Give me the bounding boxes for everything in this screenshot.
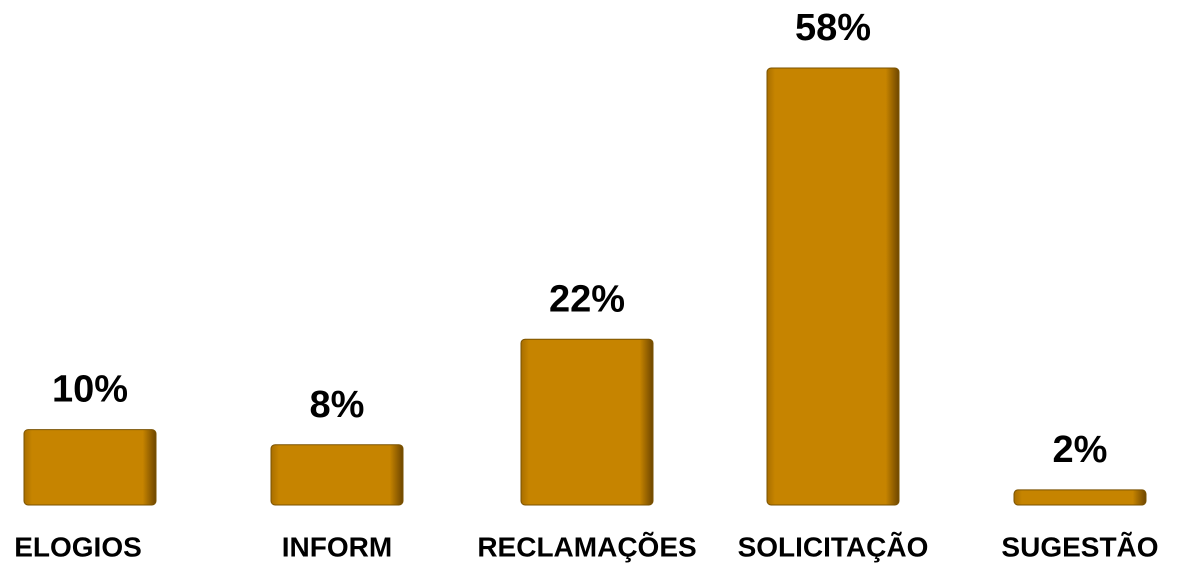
bar bbox=[23, 429, 157, 506]
bar bbox=[766, 67, 900, 506]
x-tick-label: INFORM bbox=[282, 531, 392, 562]
bar bbox=[270, 444, 404, 506]
value-label: 10% bbox=[52, 369, 128, 411]
bar bbox=[1013, 489, 1147, 506]
bar bbox=[520, 338, 654, 506]
value-label: 22% bbox=[549, 278, 625, 320]
x-tick-label: SOLICITAÇÃO bbox=[738, 531, 929, 562]
x-tick-label: RECLAMAÇÕES bbox=[477, 531, 696, 562]
value-label: 8% bbox=[310, 384, 365, 426]
x-tick-label: ELOGIOS bbox=[14, 531, 142, 562]
x-tick-label: SUGESTÃO bbox=[1001, 531, 1158, 562]
value-label: 58% bbox=[795, 7, 871, 49]
value-label: 2% bbox=[1053, 429, 1108, 471]
